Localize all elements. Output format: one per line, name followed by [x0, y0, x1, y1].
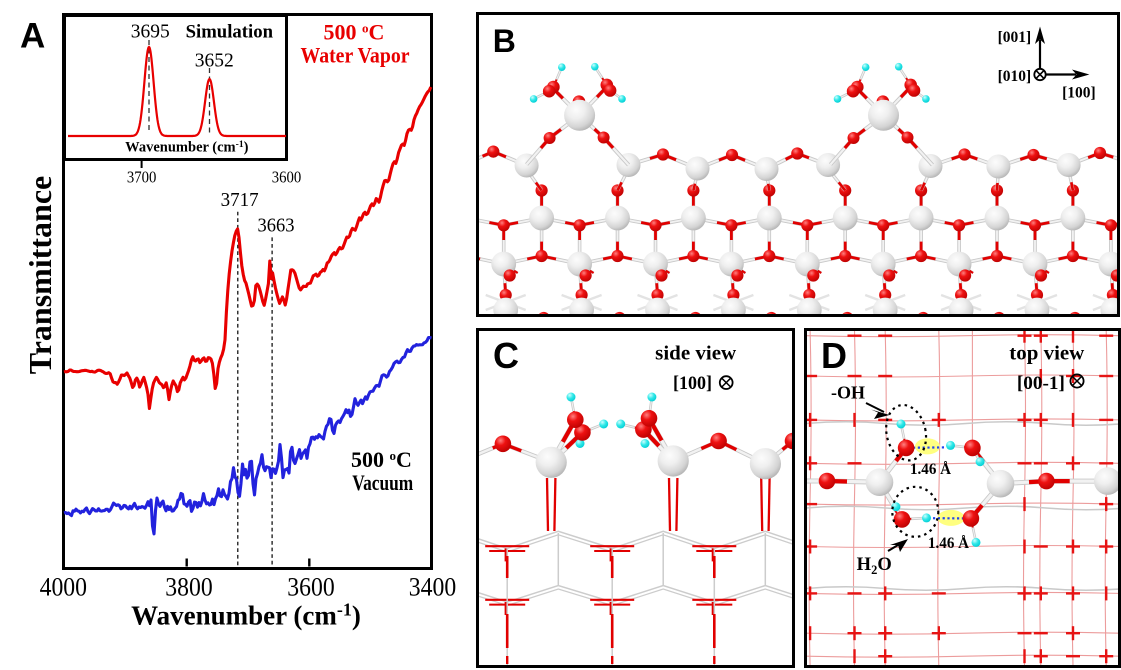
svg-text:4000: 4000 — [40, 572, 87, 601]
svg-text:3663: 3663 — [258, 215, 295, 237]
svg-text:3695: 3695 — [131, 22, 170, 43]
svg-text:3600: 3600 — [287, 572, 334, 601]
svg-text:3652: 3652 — [195, 50, 234, 71]
svg-text:D: D — [821, 335, 847, 376]
svg-text:Simulation: Simulation — [186, 23, 274, 43]
svg-text:Water Vapor: Water Vapor — [301, 43, 410, 68]
svg-text:3400: 3400 — [409, 572, 456, 601]
svg-text:C: C — [493, 335, 519, 376]
svg-text:3700: 3700 — [127, 168, 157, 187]
svg-text:[100]: [100] — [1062, 85, 1096, 102]
svg-text:3600: 3600 — [272, 168, 302, 187]
svg-text:500 oC: 500 oC — [324, 20, 385, 45]
svg-text:1.46 Å: 1.46 Å — [910, 461, 952, 478]
svg-text:3717: 3717 — [221, 189, 259, 211]
svg-text:Wavenumber (cm-1): Wavenumber (cm-1) — [125, 140, 248, 156]
svg-text:3800: 3800 — [165, 572, 212, 601]
svg-text:-OH: -OH — [831, 383, 865, 403]
svg-text:Vacuum: Vacuum — [352, 470, 413, 495]
svg-text:side view: side view — [655, 343, 736, 365]
svg-text:top view: top view — [1009, 343, 1085, 365]
svg-text:[00-1]: [00-1] — [1017, 373, 1065, 394]
svg-text:Transmittance: Transmittance — [22, 176, 58, 374]
svg-text:[001]: [001] — [998, 29, 1032, 46]
svg-text:Wavenumber (cm-1): Wavenumber (cm-1) — [131, 600, 361, 631]
svg-text:500 oC: 500 oC — [351, 447, 412, 472]
svg-text:B: B — [493, 23, 516, 59]
svg-text:1.46 Å: 1.46 Å — [928, 535, 970, 552]
svg-text:[100]: [100] — [673, 373, 712, 394]
svg-text:A: A — [20, 17, 45, 56]
svg-text:[010]: [010] — [998, 68, 1032, 85]
svg-text:H2O: H2O — [857, 555, 892, 577]
